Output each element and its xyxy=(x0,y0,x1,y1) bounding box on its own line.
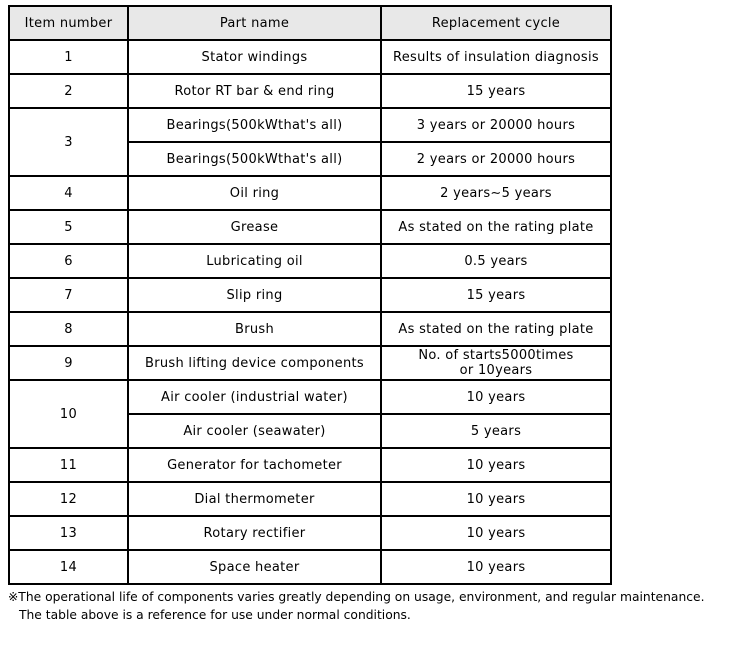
item-number-cell: 1 xyxy=(8,39,129,75)
replacement-cycle-line-1: No. of starts5000times xyxy=(418,348,574,363)
replacement-cycle-cell: 15 years xyxy=(380,277,612,313)
table-row: 3 Bearings(500kWthat's all) 3 years or 2… xyxy=(8,107,612,177)
part-name-cell: Bearings(500kWthat's all) xyxy=(127,107,382,143)
part-name-cell: Rotor RT bar & end ring xyxy=(127,73,382,109)
replacement-cycle-cell: 5 years xyxy=(380,413,612,449)
table-row: 12 Dial thermometer 10 years xyxy=(8,481,612,517)
table-row: 1 Stator windings Results of insulation … xyxy=(8,39,612,75)
part-name-cell: Oil ring xyxy=(127,175,382,211)
table-row: 10 Air cooler (industrial water) 10 year… xyxy=(8,379,612,449)
item-number-cell: 4 xyxy=(8,175,129,211)
item-number-cell: 13 xyxy=(8,515,129,551)
table-row: Bearings(500kWthat's all) 2 years or 200… xyxy=(9,141,612,177)
part-name-cell: Space heater xyxy=(127,549,382,585)
item-number-cell: 12 xyxy=(8,481,129,517)
replacement-cycle-cell: As stated on the rating plate xyxy=(380,311,612,347)
replacement-cycle-cell: 3 years or 20000 hours xyxy=(380,107,612,143)
table-row: 9 Brush lifting device components No. of… xyxy=(8,345,612,381)
replacement-cycle-cell: 2 years or 20000 hours xyxy=(380,141,612,177)
item-number-cell: 9 xyxy=(8,345,129,381)
item-number-cell: 11 xyxy=(8,447,129,483)
table-row: 13 Rotary rectifier 10 years xyxy=(8,515,612,551)
replacement-cycle-cell: 10 years xyxy=(380,515,612,551)
item-number-cell: 7 xyxy=(8,277,129,313)
replacement-cycle-cell: 10 years xyxy=(380,379,612,415)
footnote: ※The operational life of components vari… xyxy=(8,588,733,624)
part-name-cell: Brush xyxy=(127,311,382,347)
part-name-cell: Generator for tachometer xyxy=(127,447,382,483)
footnote-line-1: ※The operational life of components vari… xyxy=(8,590,705,604)
part-name-cell: Dial thermometer xyxy=(127,481,382,517)
part-name-cell: Air cooler (seawater) xyxy=(127,413,382,449)
table-row: 6 Lubricating oil 0.5 years xyxy=(8,243,612,279)
item-number-cell: 3 xyxy=(8,107,129,177)
replacement-cycle-cell: Results of insulation diagnosis xyxy=(380,39,612,75)
table-row: 4 Oil ring 2 years∼5 years xyxy=(8,175,612,211)
col-header-item-number: Item number xyxy=(8,5,129,41)
replacement-cycle-cell: 10 years xyxy=(380,549,612,585)
table-row: 8 Brush As stated on the rating plate xyxy=(8,311,612,347)
table-row: 5 Grease As stated on the rating plate xyxy=(8,209,612,245)
replacement-cycle-cell: 10 years xyxy=(380,481,612,517)
item-number-cell: 10 xyxy=(8,379,129,449)
part-name-cell: Grease xyxy=(127,209,382,245)
table-row: 11 Generator for tachometer 10 years xyxy=(8,447,612,483)
item-number-cell: 14 xyxy=(8,549,129,585)
table-row: 7 Slip ring 15 years xyxy=(8,277,612,313)
item-number-cell: 2 xyxy=(8,73,129,109)
part-name-cell: Brush lifting device components xyxy=(127,345,382,381)
replacement-cycle-line-2: or 10years xyxy=(459,363,533,378)
col-header-replacement-cycle: Replacement cycle xyxy=(380,5,612,41)
item-number-cell: 5 xyxy=(8,209,129,245)
replacement-cycle-cell: 0.5 years xyxy=(380,243,612,279)
table-row: 14 Space heater 10 years xyxy=(8,549,612,585)
part-name-cell: Slip ring xyxy=(127,277,382,313)
table-row: 2 Rotor RT bar & end ring 15 years xyxy=(8,73,612,109)
part-name-cell: Lubricating oil xyxy=(127,243,382,279)
replacement-cycle-table: Item number Part name Replacement cycle … xyxy=(8,5,612,585)
table-row: Air cooler (seawater) 5 years xyxy=(9,413,612,449)
part-name-cell: Stator windings xyxy=(127,39,382,75)
footnote-line-2: The table above is a reference for use u… xyxy=(19,608,411,622)
replacement-cycle-cell: 10 years xyxy=(380,447,612,483)
col-header-part-name: Part name xyxy=(127,5,382,41)
part-name-cell: Bearings(500kWthat's all) xyxy=(127,141,382,177)
part-name-cell: Air cooler (industrial water) xyxy=(127,379,382,415)
item-number-cell: 8 xyxy=(8,311,129,347)
replacement-cycle-cell: No. of starts5000times or 10years xyxy=(380,345,612,381)
part-name-cell: Rotary rectifier xyxy=(127,515,382,551)
replacement-cycle-cell: As stated on the rating plate xyxy=(380,209,612,245)
replacement-cycle-cell: 2 years∼5 years xyxy=(380,175,612,211)
header-row: Item number Part name Replacement cycle xyxy=(8,5,612,41)
item-number-cell: 6 xyxy=(8,243,129,279)
replacement-cycle-cell: 15 years xyxy=(380,73,612,109)
